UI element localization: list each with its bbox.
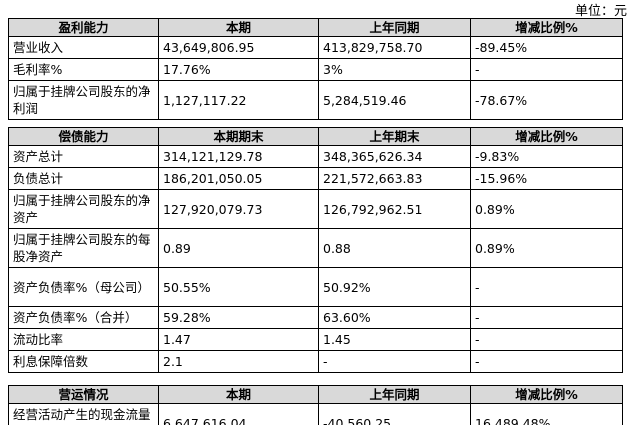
- cell: 126,792,962.51: [318, 189, 471, 229]
- header-row: 盈利能力 本期 上年同期 增减比例%: [8, 18, 623, 37]
- cell: -40,560.25: [318, 403, 471, 425]
- cell: 0.89: [158, 228, 319, 268]
- header-cell: 增减比例%: [470, 127, 623, 146]
- data-row: 归属于挂牌公司股东的每股净资产 0.89 0.88 0.89%: [8, 228, 623, 268]
- header-cell: 偿债能力: [8, 127, 159, 146]
- data-row: 利息保障倍数 2.1- -: [8, 350, 623, 373]
- row-label: 资产负债率%（合并）: [8, 306, 159, 329]
- header-cell: 营运情况: [8, 385, 159, 404]
- row-label: 负债总计: [8, 167, 159, 190]
- cell: 0.89%: [470, 189, 623, 229]
- data-row: 经营活动产生的现金流量净额6,647,616.04-40,560.2516,48…: [8, 403, 623, 425]
- header-cell: 盈利能力: [8, 18, 159, 37]
- cell: -: [470, 267, 623, 307]
- cell: -: [470, 58, 623, 81]
- header-cell: 本期期末: [158, 127, 319, 146]
- cell: 6,647,616.04: [158, 403, 319, 425]
- data-row: 流动比率 1.47 1.45-: [8, 328, 623, 351]
- cell: 413,829,758.70: [318, 36, 471, 59]
- row-label: 流动比率: [8, 328, 159, 351]
- header-cell: 增减比例%: [470, 18, 623, 37]
- cell: 314,121,129.78: [158, 145, 319, 168]
- cell: -78.67%: [470, 80, 623, 120]
- cell: 1,127,117.22: [158, 80, 319, 120]
- data-row: 资产负债率%（合并） 59.28% 63.60% -: [8, 306, 623, 329]
- header-cell: 上年同期: [318, 385, 471, 404]
- cell: -15.96%: [470, 167, 623, 190]
- row-label: 归属于挂牌公司股东的净利润: [8, 80, 159, 120]
- cell: 3%: [318, 58, 471, 81]
- cell: 127,920,079.73: [158, 189, 319, 229]
- header-cell: 上年同期: [318, 18, 471, 37]
- cell: -9.83%: [470, 145, 623, 168]
- header-cell: 本期: [158, 18, 319, 37]
- data-row: 资产负债率%（母公司） 50.55% 50.92% -: [8, 267, 623, 307]
- cell: 0.88: [318, 228, 471, 268]
- unit-note: 单位：元: [574, 4, 627, 19]
- cell: 221,572,663.83: [318, 167, 471, 190]
- data-table: 营运情况本期上年同期增减比例%经营活动产生的现金流量净额6,647,616.04…: [8, 385, 623, 425]
- header-row: 营运情况 本期 上年同期 增减比例%: [8, 385, 623, 404]
- cell: -: [470, 306, 623, 329]
- cell: 63.60%: [318, 306, 471, 329]
- row-label: 利息保障倍数: [8, 350, 159, 373]
- data-row: 毛利率% 17.76% 3% -: [8, 58, 623, 81]
- cell: -89.45%: [470, 36, 623, 59]
- header-cell: 增减比例%: [470, 385, 623, 404]
- header-cell: 上年期末: [318, 127, 471, 146]
- cell: 59.28%: [158, 306, 319, 329]
- cell: 186,201,050.05: [158, 167, 319, 190]
- row-label: 资产负债率%（母公司）: [8, 267, 159, 307]
- data-row: 归属于挂牌公司股东的净利润 1,127,117.22 5,284,519.46 -78…: [8, 80, 623, 120]
- header-cell: 本期: [158, 385, 319, 404]
- row-label: 资产总计: [8, 145, 159, 168]
- cell: -: [318, 350, 471, 373]
- row-label: 经营活动产生的现金流量净额: [8, 403, 159, 425]
- data-row: 负债总计 186,201,050.05 221,572,663.83 -15.96%: [8, 167, 623, 190]
- cell: 17.76%: [158, 58, 319, 81]
- cell: 50.55%: [158, 267, 319, 307]
- cell: 16,489.48%: [470, 403, 623, 425]
- cell: -: [470, 350, 623, 373]
- data-row: 营业收入 43,649,806.95 413,829,758.70 -89.45%: [8, 36, 623, 59]
- data-table: 盈利能力 本期 上年同期 增减比例% 营业收入 43,649,806.95 413,829,…: [8, 18, 623, 120]
- row-label: 营业收入: [8, 36, 159, 59]
- cell: 0.89%: [470, 228, 623, 268]
- row-label: 毛利率%: [8, 58, 159, 81]
- data-row: 归属于挂牌公司股东的净资产 127,920,079.73 126,792,962.5…: [8, 189, 623, 229]
- cell: -: [470, 328, 623, 351]
- cell: 348,365,626.34: [318, 145, 471, 168]
- header-row: 偿债能力 本期期末 上年期末 增减比例%: [8, 127, 623, 146]
- cell: 1.47: [158, 328, 319, 351]
- data-row: 资产总计 314,121,129.78 348,365,626.34 -9.83%: [8, 145, 623, 168]
- cell: 2.1: [158, 350, 319, 373]
- cell: 50.92%: [318, 267, 471, 307]
- data-table: 偿债能力 本期期末 上年期末 增减比例% 资产总计 314,121,129.78 348,3…: [8, 127, 623, 373]
- cell: 43,649,806.95: [158, 36, 319, 59]
- row-label: 归属于挂牌公司股东的每股净资产: [8, 228, 159, 268]
- row-label: 归属于挂牌公司股东的净资产: [8, 189, 159, 229]
- cell: 1.45: [318, 328, 471, 351]
- cell: 5,284,519.46: [318, 80, 471, 120]
